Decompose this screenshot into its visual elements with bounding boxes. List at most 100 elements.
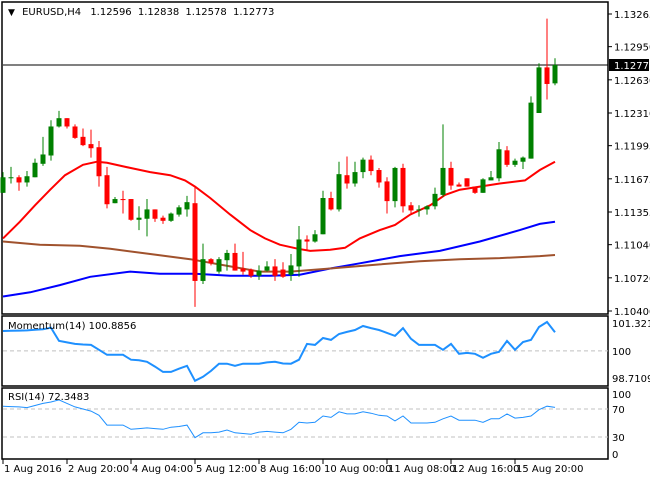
rsi-panel bbox=[1, 387, 609, 460]
rsi-tick-label: 100 bbox=[612, 390, 631, 401]
bull-candle bbox=[536, 67, 542, 113]
time-tick-label: 1 Aug 2016 bbox=[4, 464, 62, 475]
momentum-line bbox=[2, 320, 556, 383]
momentum-tick-label: 100 bbox=[612, 347, 631, 358]
bull-candle bbox=[520, 157, 526, 162]
current-price-label: 1.12773 bbox=[614, 61, 650, 72]
bear-candle bbox=[384, 181, 390, 202]
bull-candle bbox=[512, 160, 518, 165]
time-tick-label: 5 Aug 12:00 bbox=[196, 464, 257, 475]
chart-header: ▼ EURUSD,H4 1.12596 1.12838 1.12578 1.12… bbox=[8, 7, 274, 18]
bull-candle bbox=[8, 177, 14, 179]
bear-candle bbox=[544, 67, 550, 84]
bear-candle bbox=[456, 184, 462, 187]
momentum-tick-label: 98.7109 bbox=[612, 374, 650, 385]
price-tick-label: 1.11040 bbox=[614, 241, 650, 252]
time-tick-label: 12 Aug 16:00 bbox=[452, 464, 519, 475]
bull-candle bbox=[32, 162, 38, 178]
bear-candle bbox=[120, 199, 126, 201]
bull-candle bbox=[288, 265, 294, 275]
rsi-tick-label: 30 bbox=[612, 433, 625, 444]
bull-candle bbox=[424, 206, 430, 210]
bull-candle bbox=[0, 177, 6, 193]
bull-candle bbox=[480, 179, 486, 193]
bull-candle bbox=[440, 167, 446, 195]
triangle-down-icon[interactable]: ▼ bbox=[8, 8, 15, 18]
bear-candle bbox=[192, 203, 198, 281]
bull-candle bbox=[336, 174, 342, 210]
time-tick-label: 15 Aug 20:00 bbox=[516, 464, 583, 475]
bear-candle bbox=[152, 209, 158, 219]
bull-candle bbox=[144, 209, 150, 219]
price-tick-label: 1.11675 bbox=[614, 175, 650, 186]
bear-candle bbox=[472, 186, 478, 193]
time-tick-label: 10 Aug 00:00 bbox=[324, 464, 391, 475]
bear-candle bbox=[280, 269, 286, 277]
momentum-tick-label: 101.3213 bbox=[612, 319, 650, 330]
bull-candle bbox=[224, 252, 230, 261]
time-tick-label: 8 Aug 16:00 bbox=[260, 464, 321, 475]
bull-candle bbox=[216, 259, 222, 272]
bear-candle bbox=[448, 167, 454, 186]
bear-candle bbox=[128, 199, 134, 220]
bull-candle bbox=[256, 270, 262, 276]
rsi-tick-label: 0 bbox=[612, 450, 618, 461]
bull-candle bbox=[320, 198, 326, 235]
bear-candle bbox=[64, 118, 70, 127]
bear-candle bbox=[408, 205, 414, 211]
close-value: 1.12773 bbox=[233, 7, 274, 18]
price-tick-label: 1.11355 bbox=[614, 208, 650, 219]
bull-candle bbox=[56, 118, 62, 127]
time-tick-label: 2 Aug 20:00 bbox=[68, 464, 129, 475]
bull-candle bbox=[432, 193, 438, 207]
price-tick-label: 1.13265 bbox=[614, 10, 650, 21]
bear-candle bbox=[248, 269, 254, 276]
bear-candle bbox=[328, 198, 334, 210]
bull-candle bbox=[136, 217, 142, 220]
bear-candle bbox=[504, 150, 510, 165]
bull-candle bbox=[112, 199, 118, 204]
momentum-title: Momentum(14) 100.8856 bbox=[8, 321, 136, 332]
bear-candle bbox=[232, 252, 238, 271]
bull-candle bbox=[24, 176, 30, 183]
bear-candle bbox=[344, 175, 350, 184]
bear-candle bbox=[104, 175, 110, 205]
bull-candle bbox=[392, 167, 398, 202]
bull-candle bbox=[168, 213, 174, 221]
bull-candle bbox=[360, 159, 366, 173]
open-value: 1.12596 bbox=[90, 7, 131, 18]
bull-candle bbox=[184, 202, 190, 210]
current-price-badge bbox=[609, 59, 649, 72]
bull-candle bbox=[264, 266, 270, 271]
bear-candle bbox=[400, 167, 406, 207]
bear-candle bbox=[464, 178, 470, 187]
bull-candle bbox=[352, 172, 358, 184]
bull-candle bbox=[48, 126, 54, 156]
bear-candle bbox=[16, 177, 22, 183]
price-tick-label: 1.10720 bbox=[614, 274, 650, 285]
bear-candle bbox=[240, 268, 246, 272]
price-tick-label: 1.12950 bbox=[614, 43, 650, 54]
bear-candle bbox=[272, 266, 278, 276]
bull-candle bbox=[200, 259, 206, 281]
time-tick-label: 11 Aug 08:00 bbox=[388, 464, 455, 475]
bull-candle bbox=[496, 149, 502, 179]
bear-candle bbox=[96, 147, 102, 177]
rsi-title: RSI(14) 72.3483 bbox=[8, 392, 89, 403]
bull-candle bbox=[296, 239, 302, 267]
bull-candle bbox=[176, 207, 182, 215]
bull-candle bbox=[528, 102, 534, 159]
bear-candle bbox=[160, 217, 166, 221]
bear-candle bbox=[208, 259, 214, 264]
bull-candle bbox=[552, 65, 558, 84]
rsi-line bbox=[2, 399, 556, 439]
bear-candle bbox=[88, 144, 94, 149]
bear-candle bbox=[304, 239, 310, 242]
high-value: 1.12838 bbox=[138, 7, 179, 18]
symbol-label: EURUSD,H4 bbox=[22, 7, 81, 18]
bear-candle bbox=[368, 159, 374, 172]
price-tick-label: 1.12310 bbox=[614, 109, 650, 120]
price-tick-label: 1.10400 bbox=[614, 307, 650, 318]
bear-candle bbox=[80, 136, 86, 146]
